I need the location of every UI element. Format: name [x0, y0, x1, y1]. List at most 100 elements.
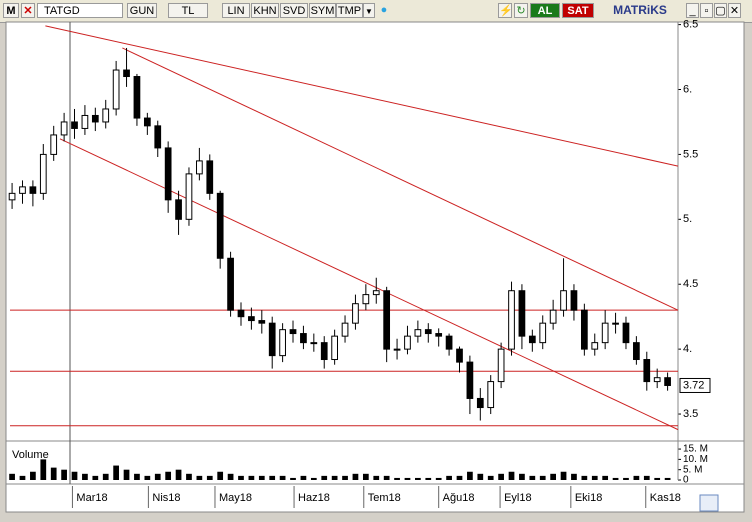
volume-bar	[508, 471, 515, 480]
window-button[interactable]: ▫	[700, 3, 713, 18]
volume-bar	[196, 475, 203, 480]
x-tick-label: Eki18	[575, 492, 603, 504]
y-tick-label: 5.5	[683, 148, 698, 160]
candle-body	[580, 309, 588, 350]
volume-tick-label: 0	[683, 475, 689, 486]
currency[interactable]: TL	[168, 3, 208, 18]
candle-body	[164, 147, 172, 201]
candle-body	[383, 290, 391, 350]
window-button[interactable]: ✕	[728, 3, 741, 18]
volume-bar	[19, 475, 26, 480]
candle-body	[50, 134, 58, 155]
volume-bar	[238, 475, 244, 480]
candle-body	[320, 342, 328, 361]
symbol[interactable]: TATGD	[37, 3, 123, 18]
button[interactable]: TMP	[336, 3, 363, 18]
icon[interactable]: ↻	[514, 3, 528, 18]
period[interactable]: GUN	[127, 3, 157, 18]
last-price-box	[679, 377, 711, 393]
candle-body	[102, 108, 110, 123]
buy-button[interactable]: AL	[530, 3, 560, 18]
volume-bar	[529, 475, 536, 480]
candle-body	[91, 114, 99, 123]
y-tick-label: 6.5	[683, 19, 698, 31]
volume-bar	[71, 471, 78, 480]
candle-body	[279, 329, 286, 357]
button[interactable]: SYM	[309, 3, 336, 18]
button[interactable]: SVD	[280, 3, 308, 18]
volume-bar	[373, 475, 380, 480]
volume-bar	[602, 475, 609, 480]
volume-bar	[300, 475, 307, 480]
candle-body	[456, 348, 463, 363]
volume-bar	[394, 477, 400, 480]
volume-bar	[654, 477, 661, 480]
candle-body	[362, 294, 370, 305]
brand: MATRiKS	[613, 3, 667, 17]
volume-bar	[519, 473, 525, 480]
volume-bar	[217, 471, 224, 480]
candle-body	[196, 160, 203, 175]
icon[interactable]: ⚡	[498, 3, 513, 18]
y-tick-label: 3.5	[683, 408, 698, 420]
volume-tick-label: 5. M	[683, 464, 702, 475]
candle-body	[300, 333, 307, 344]
volume-bar	[9, 473, 15, 480]
trend-line	[45, 25, 679, 167]
button[interactable]: KHN	[251, 3, 279, 18]
volume-bar	[342, 475, 348, 480]
candle-body	[404, 335, 411, 350]
last-price-label: 3.72	[683, 379, 704, 391]
button[interactable]: LIN	[222, 3, 250, 18]
candle-body	[331, 335, 338, 361]
volume-bar	[331, 475, 338, 480]
volume-bar	[165, 471, 172, 480]
volume-bar	[82, 473, 88, 480]
candle-body	[216, 192, 224, 259]
candle-body	[560, 290, 567, 311]
volume-bar	[643, 475, 650, 480]
volume-bar	[581, 475, 588, 480]
volume-bar	[227, 473, 234, 480]
candle-body	[175, 199, 182, 220]
volume-bar	[30, 471, 36, 480]
candle-body	[445, 335, 453, 350]
x-tick-label: Ağu18	[443, 492, 475, 504]
volume-bar	[321, 475, 328, 480]
refresh-icon[interactable]	[699, 494, 719, 512]
volume-bar	[269, 475, 276, 480]
volume-bar	[623, 477, 629, 480]
window-button[interactable]: ▢	[714, 3, 727, 18]
x-tick-label: May18	[219, 492, 252, 504]
volume-bar	[290, 477, 296, 480]
candle-body	[268, 322, 276, 357]
candle-body	[248, 316, 255, 322]
candle-body	[518, 290, 526, 337]
volume-bar	[550, 473, 557, 480]
dropdown[interactable]: ▼	[363, 3, 375, 18]
chart-background	[5, 21, 745, 513]
window-button[interactable]: _	[686, 3, 699, 18]
sell-button[interactable]: SAT	[562, 3, 594, 18]
volume-bar	[61, 469, 67, 480]
candle-body	[643, 359, 651, 383]
candle-body	[123, 69, 130, 78]
x-tick-label: Nis18	[152, 492, 180, 504]
candle-body	[435, 333, 443, 337]
volume-bar	[633, 475, 640, 480]
volume-bar	[248, 475, 255, 480]
candle-body	[466, 361, 474, 399]
logo[interactable]: M	[3, 3, 19, 18]
close-icon[interactable]: ✕	[21, 3, 35, 18]
candle-body	[497, 348, 505, 383]
volume-bar	[144, 475, 151, 480]
trend-line	[59, 138, 679, 431]
candle-body	[8, 192, 16, 201]
candle-body	[81, 114, 89, 129]
volume-tick-label: 15. M	[683, 444, 708, 455]
volume-tick-label: 10. M	[683, 454, 708, 465]
twitter-icon[interactable]: ●	[380, 4, 388, 16]
volume-bar	[352, 473, 359, 480]
volume-bar	[612, 477, 619, 480]
